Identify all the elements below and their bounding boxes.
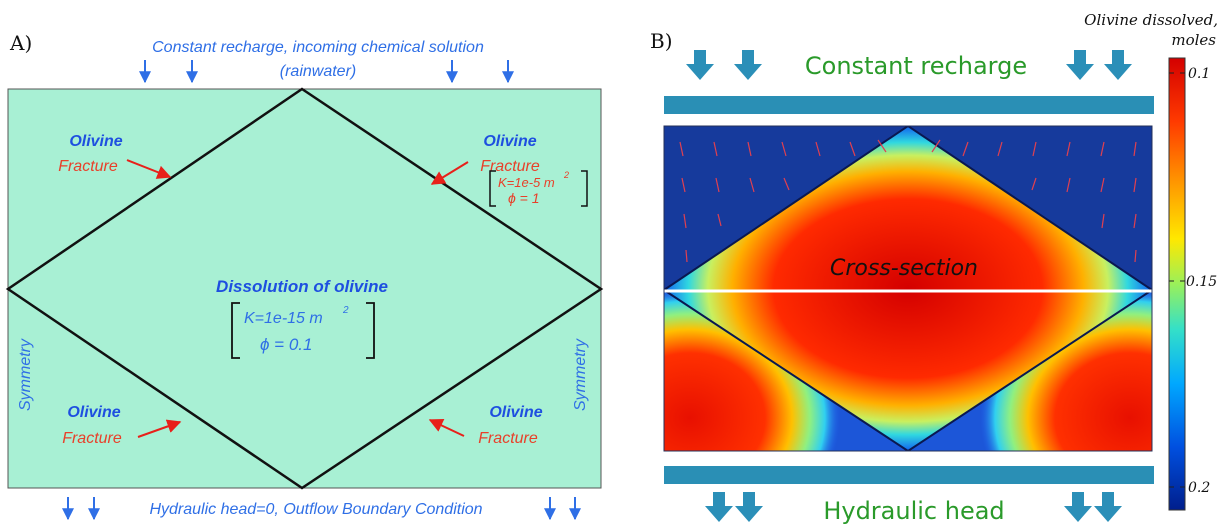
velocity-vector [997, 141, 1003, 157]
fracture-arrow-br [428, 419, 465, 437]
velocity-vector [679, 141, 684, 157]
panel-a: A) Constant recharge, incoming chemical … [5, 31, 604, 521]
colorbar-title: Olivine dissolved, [1084, 11, 1218, 29]
velocity-vector [717, 213, 722, 227]
velocity-vector [1066, 177, 1071, 193]
rainwater-text: (rainwater) [280, 63, 356, 80]
recharge-text: Constant recharge, incoming chemical sol… [152, 39, 484, 56]
heatmap-frame [663, 125, 1153, 452]
fracture-label-br: Fracture [478, 430, 538, 447]
velocity-vector [1066, 141, 1071, 157]
fracture-label-tr: Fracture [480, 158, 540, 175]
velocity-vector [781, 141, 787, 157]
fracture-k-exp: 2 [563, 170, 569, 180]
velocity-vector [1133, 177, 1137, 193]
model-domain [7, 88, 602, 489]
bracket-right [366, 302, 375, 359]
velocity-vectors [679, 139, 1137, 263]
symmetry-right: Symmetry [572, 338, 589, 411]
fracture-label-bl: Fracture [62, 430, 122, 447]
velocity-vector [747, 141, 752, 157]
colorbar-gradient [1168, 57, 1186, 511]
fracture-arrow-tr [430, 161, 469, 185]
colorbar-units: moles [1171, 31, 1216, 49]
down-arrow [735, 492, 763, 522]
down-arrow [1066, 50, 1094, 80]
down-arrow [1094, 492, 1122, 522]
outflow-arrows [705, 492, 1122, 522]
velocity-vector [713, 141, 718, 157]
outflow-arrows-right [544, 497, 581, 521]
velocity-vector [681, 177, 686, 193]
bracket-left [231, 302, 240, 359]
velocity-vector [962, 141, 969, 157]
velocity-vector [1133, 141, 1137, 157]
fracture-arrow-bl [137, 419, 182, 438]
fracture-k: K=1e-5 m [498, 175, 555, 190]
velocity-vector [1100, 177, 1105, 193]
colorbar-tick-label: 0.15 [1186, 274, 1217, 290]
colorbar-tick-label: 0.1 [1188, 66, 1210, 82]
matrix-properties: K=1e-15 m 2 ϕ = 0.1 [231, 302, 375, 359]
fracture-phi: ϕ = 1 [508, 190, 540, 206]
dissolution-title: Dissolution of olivine [216, 277, 388, 296]
matrix-k-exp: 2 [342, 305, 349, 316]
velocity-vector [1101, 213, 1105, 229]
velocity-vector [715, 177, 720, 193]
velocity-vector [1133, 213, 1137, 229]
olivine-label-bl: Olivine [67, 404, 120, 421]
cross-section-label: Cross-section [830, 256, 978, 281]
panel-a-label: A) [9, 31, 32, 55]
olivine-label-br: Olivine [489, 404, 542, 421]
velocity-vector [685, 249, 688, 263]
fracture-label-tl: Fracture [58, 158, 118, 175]
dissolution-heatmap [664, 126, 1152, 451]
olivine-label-tr: Olivine [483, 133, 536, 150]
colorbar: Olivine dissolved, moles 0.1 0.15 0.2 [1084, 11, 1218, 511]
velocity-vector [849, 141, 856, 157]
hydraulic-head-text: Hydraulic head [823, 497, 1004, 525]
matrix-phi: ϕ = 0.1 [260, 335, 312, 354]
fracture-arrow-tl [126, 159, 172, 179]
velocity-vector [931, 139, 941, 153]
matrix-k: K=1e-15 m [244, 310, 323, 327]
panel-b-label: B) [650, 29, 673, 53]
colorbar-tick-label: 0.2 [1188, 480, 1210, 496]
symmetry-left: Symmetry [17, 338, 34, 411]
down-arrow [1064, 492, 1092, 522]
recharge-boundary-bar [664, 96, 1154, 114]
inflow-arrows [139, 60, 514, 84]
down-arrow [734, 50, 762, 80]
constant-recharge-text: Constant recharge [805, 52, 1027, 80]
velocity-vector [749, 177, 755, 193]
bracket-left [489, 170, 496, 207]
outflow-text: Hydraulic head=0, Outflow Boundary Condi… [149, 501, 482, 518]
down-arrow [1104, 50, 1132, 80]
panel-b: B) Constant recharge [650, 11, 1218, 525]
fracture-outline [664, 126, 1152, 451]
down-arrow [705, 492, 733, 522]
down-arrow [686, 50, 714, 80]
fracture-diamond [5, 87, 604, 490]
velocity-vector [1100, 141, 1105, 157]
velocity-vector [683, 213, 687, 229]
olivine-label-tl: Olivine [69, 133, 122, 150]
velocity-vector [1031, 177, 1037, 191]
velocity-vector [815, 141, 821, 157]
velocity-vector [783, 177, 790, 191]
velocity-vector [877, 139, 887, 153]
bracket-right [581, 170, 588, 207]
outflow-boundary-bar [664, 466, 1154, 484]
velocity-vector [1134, 249, 1137, 263]
fracture-properties: K=1e-5 m 2 ϕ = 1 [489, 170, 588, 207]
velocity-vector [1032, 141, 1037, 157]
recharge-arrows [686, 50, 1132, 80]
outflow-arrows-left [62, 497, 100, 521]
